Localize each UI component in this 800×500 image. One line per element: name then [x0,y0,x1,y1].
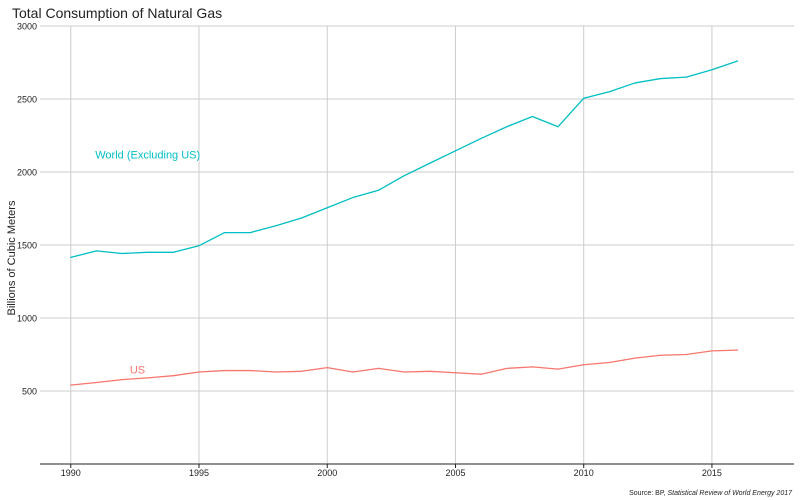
data-point [326,207,328,209]
data-point [275,371,277,373]
series-label: US [130,364,145,376]
x-tick-label: 2005 [445,468,465,478]
axes: 500 1000 1500 2000 2500 3000 1990 1995 2000 2005 2… [17,22,794,478]
data-point [172,375,174,377]
data-point [403,175,405,177]
data-point [660,77,662,80]
data-point [454,372,457,374]
data-point [224,369,226,372]
data-point [608,361,610,364]
y-tick-label: 3000 [17,22,37,32]
data-point [711,69,713,71]
source-prefix: Source: BP, [629,490,668,497]
data-point [300,217,303,219]
x-tick-label: 1990 [61,468,81,478]
data-point [70,384,72,386]
data-point [429,162,431,164]
data-point [275,225,277,227]
data-point [557,368,559,370]
data-point [583,97,585,99]
data-point [583,364,585,366]
gridlines [40,25,794,464]
y-axis-label: Billions of Cubic Meters [6,200,18,315]
series-labels: World (Excluding US) US [95,149,200,376]
data-point [531,115,534,118]
data-point [634,357,636,359]
data-point [121,379,123,381]
data-point [736,349,739,351]
y-tick-label: 1500 [17,241,37,251]
x-tick-label: 2000 [317,468,337,478]
data-point [506,367,508,369]
source-note: Source: BP, Statistical Review of World … [629,490,792,497]
data-point [352,371,354,373]
data-point [480,373,482,375]
data-point [480,137,482,140]
data-point [70,256,72,259]
y-tick-label: 500 [22,387,37,397]
series-line-1 [70,349,738,386]
data-point [198,371,200,373]
data-point [403,371,405,373]
data-point [429,370,431,372]
data-point [249,369,251,372]
data-point [172,251,174,253]
data-point [660,354,662,356]
data-point [326,367,328,369]
data-point [685,353,687,356]
data-point [95,250,98,252]
data-point [121,252,123,255]
data-point [249,231,251,234]
data-point [352,196,354,199]
chart-title: Total Consumption of Natural Gas [12,5,223,21]
y-tick-label: 1000 [17,314,37,324]
x-tick-label: 2010 [574,468,594,478]
series-lines [70,60,739,386]
data-point [531,366,534,368]
series-label: World (Excluding US) [95,149,200,161]
data-point [454,150,457,152]
data-point [608,91,610,93]
data-point [224,231,226,234]
data-point [147,251,149,253]
data-point [634,82,636,84]
x-tick-label: 1995 [189,468,209,478]
data-point [377,189,380,191]
data-point [300,370,303,372]
data-point [147,377,149,379]
data-point [736,60,739,62]
data-point [506,126,508,128]
data-point [557,126,559,128]
data-point [377,367,380,369]
data-point [198,245,200,247]
data-point [685,76,687,78]
data-point [95,381,98,384]
y-tick-label: 2000 [17,168,37,178]
x-tick-label: 2015 [702,468,722,478]
data-point [711,350,713,352]
source-title: Statistical Review of World Energy 2017 [667,490,793,497]
y-tick-label: 2500 [17,95,37,105]
